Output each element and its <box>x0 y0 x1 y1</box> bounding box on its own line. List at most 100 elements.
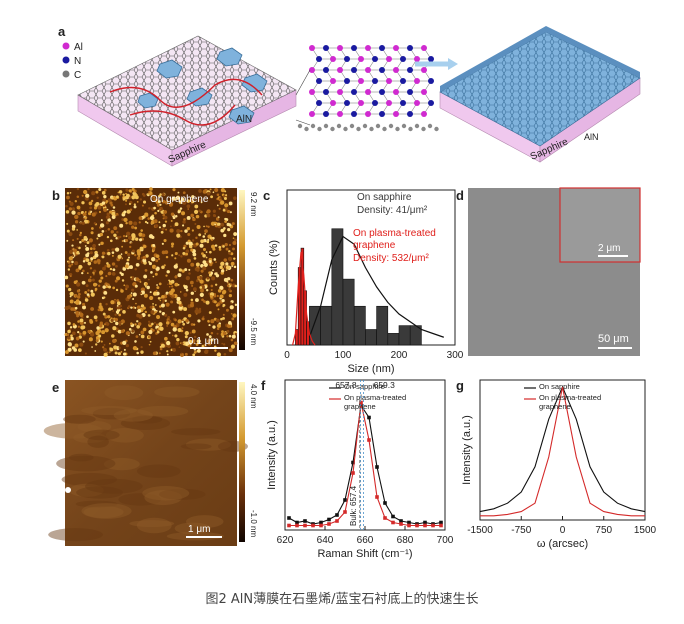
grain <box>173 264 178 269</box>
grain <box>193 351 197 354</box>
grain <box>206 213 211 218</box>
grain <box>141 192 145 196</box>
grain <box>108 307 112 311</box>
bar <box>342 278 355 346</box>
grain <box>82 260 86 263</box>
grain <box>229 305 234 310</box>
grain <box>98 188 102 192</box>
grain <box>188 244 193 249</box>
atom <box>330 78 336 84</box>
grain <box>67 342 72 347</box>
grain <box>135 262 140 267</box>
x-axis-label: ω (arcsec) <box>537 538 588 550</box>
grain <box>216 294 219 298</box>
grain <box>107 218 111 222</box>
grain <box>202 248 207 252</box>
grain <box>225 262 229 266</box>
grain <box>169 201 174 206</box>
grain <box>138 216 143 221</box>
legend-text: C <box>74 70 81 81</box>
grain <box>84 245 87 247</box>
line <box>289 402 441 527</box>
grain <box>231 334 236 339</box>
grain <box>232 247 235 251</box>
grain <box>199 243 204 248</box>
grain <box>200 288 204 293</box>
grain <box>226 329 230 333</box>
grain <box>189 331 192 334</box>
terrace <box>92 407 131 420</box>
grain <box>210 295 213 298</box>
grain <box>131 329 135 333</box>
atom <box>323 123 329 129</box>
atom <box>407 111 413 117</box>
grain <box>93 206 98 210</box>
grain <box>78 335 82 339</box>
grain <box>208 271 211 274</box>
grain <box>99 307 104 312</box>
grain <box>188 339 193 345</box>
grain <box>192 287 197 292</box>
grain <box>201 252 204 255</box>
grain <box>207 225 210 229</box>
grain <box>115 264 118 268</box>
grain <box>234 303 238 306</box>
grain <box>97 205 102 210</box>
grain <box>83 189 88 195</box>
grain <box>153 206 156 210</box>
grain <box>90 289 94 293</box>
grain <box>210 195 214 199</box>
terrace <box>77 420 112 433</box>
grain <box>142 306 146 310</box>
grain <box>133 205 137 209</box>
grain <box>114 279 118 283</box>
bar <box>320 305 333 346</box>
grain <box>150 271 153 274</box>
grain <box>79 312 84 318</box>
grain <box>210 331 214 335</box>
point <box>327 517 331 522</box>
grain <box>71 210 76 215</box>
grain <box>95 343 98 346</box>
grain <box>67 347 72 352</box>
x-axis-label: Size (nm) <box>347 363 394 375</box>
grain <box>101 230 105 233</box>
grain <box>142 327 147 332</box>
grain <box>201 239 205 243</box>
grain <box>127 232 130 235</box>
atom <box>428 100 434 106</box>
grain <box>197 198 202 203</box>
grain <box>69 299 74 304</box>
grain <box>161 312 166 316</box>
grain <box>178 346 181 348</box>
legend-text: On plasma-treated graphene <box>353 228 436 251</box>
grain <box>181 269 185 273</box>
grain <box>135 302 137 305</box>
grain <box>78 332 82 336</box>
grain <box>66 195 70 200</box>
grain <box>153 291 158 296</box>
right-slab: Sapphire AlN <box>439 26 641 163</box>
terrace <box>174 522 211 535</box>
atom <box>372 100 378 106</box>
grain <box>122 193 125 196</box>
grain <box>106 351 108 354</box>
grain <box>172 188 176 192</box>
grain <box>191 229 195 232</box>
grain <box>93 260 98 264</box>
grain <box>88 210 91 213</box>
grain <box>72 331 76 336</box>
terrace <box>137 405 189 417</box>
grain <box>118 346 121 350</box>
grain <box>197 319 201 323</box>
grain <box>200 201 203 204</box>
grain <box>101 201 106 205</box>
atom <box>365 45 371 51</box>
grain <box>159 326 164 331</box>
grain <box>98 270 104 275</box>
atom <box>323 89 329 95</box>
grain <box>178 200 183 204</box>
grain <box>117 352 121 356</box>
grain <box>103 352 108 357</box>
grain <box>82 269 85 273</box>
